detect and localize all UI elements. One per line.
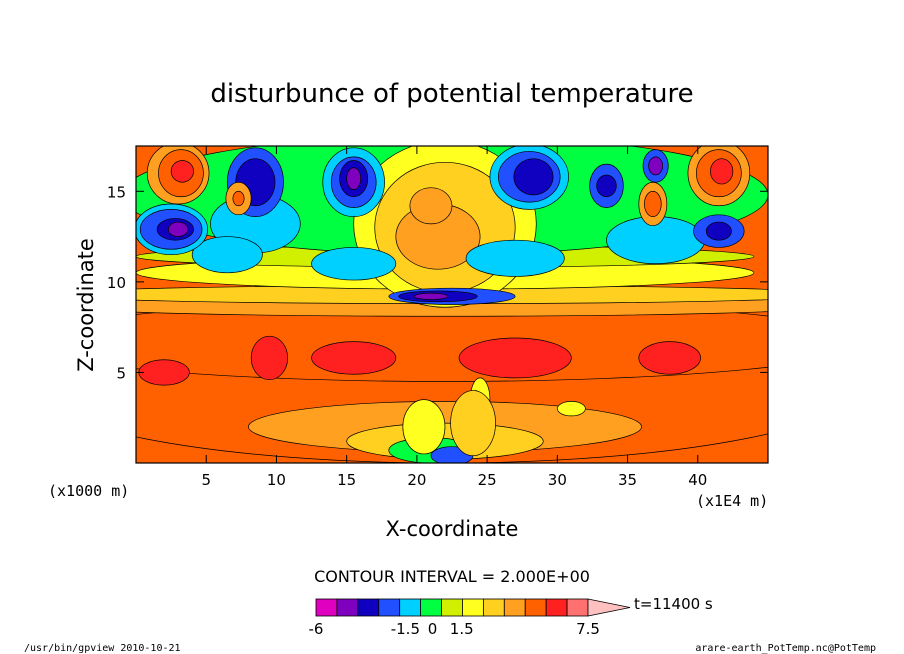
contour-region-24: [191, 236, 263, 274]
contour-region-47: [596, 174, 617, 198]
colorbar-labels: -6 -1.5 0 1.5 7.5: [309, 620, 600, 638]
colorbar-segment-12: [566, 598, 589, 617]
x-tick-label-5: 5: [201, 471, 211, 489]
y-tick-label-10: 10: [107, 274, 126, 292]
contour-region-38: [232, 190, 245, 207]
contour-interval-label: CONTOUR INTERVAL = 2.000E+00: [314, 567, 590, 586]
x-tick-label-25: 25: [478, 471, 497, 489]
contour-region-51: [644, 190, 662, 217]
time-label: t=11400 s: [634, 595, 713, 613]
colorbar-label-4: 7.5: [576, 620, 600, 638]
colorbar-segment-10: [524, 598, 547, 617]
colorbar-segment-0: [315, 598, 338, 617]
contour-fill-layer: [136, 146, 768, 463]
contour-region-34: [170, 160, 194, 183]
colorbar-segment-8: [482, 598, 505, 617]
colorbar-label-3: 1.5: [450, 620, 474, 638]
contour-region-13: [311, 341, 397, 375]
contour-region-10: [556, 401, 586, 417]
colorbar-segment-4: [399, 598, 422, 617]
y-tick-label-15: 15: [107, 183, 126, 201]
contour-region-25: [311, 247, 397, 281]
x-axis-label: X-coordinate: [386, 517, 519, 541]
contour-region-61: [450, 390, 496, 457]
plot-frame: [135, 145, 769, 464]
colorbar-overflow-triangle: [587, 598, 631, 617]
contour-region-15: [638, 341, 701, 375]
x-unit-right: (x1E4 m): [696, 492, 768, 510]
contour-region-12: [250, 335, 289, 381]
x-axis: 5 10 15 20 25 30 35 40: [201, 146, 707, 489]
x-tick-label-40: 40: [688, 471, 707, 489]
colorbar-segment-11: [545, 598, 568, 617]
colorbar-segment-6: [441, 598, 463, 617]
x-unit-left: (x1000 m): [48, 482, 129, 500]
x-tick-label-35: 35: [618, 471, 637, 489]
contour-region-26: [465, 239, 565, 277]
x-tick-label-30: 30: [548, 471, 567, 489]
x-tick-label-20: 20: [407, 471, 426, 489]
colorbar-segment-2: [357, 598, 380, 617]
contour-region-14: [458, 337, 572, 379]
footer-right: arare-earth_PotTemp.nc@PotTemp: [695, 643, 876, 654]
colorbar-segment-7: [462, 598, 484, 617]
y-tick-label-5: 5: [116, 364, 126, 382]
colorbar-label-1: -1.5: [391, 620, 420, 638]
contour-region-22: [409, 187, 453, 225]
colorbar: [315, 598, 631, 617]
colorbar-segment-1: [336, 598, 359, 617]
contour-region-45: [513, 158, 554, 196]
footer-left: /usr/bin/gpview 2010-10-21: [24, 643, 181, 654]
colorbar-segment-3: [378, 598, 401, 617]
colorbar-segment-9: [503, 598, 526, 617]
colorbar-label-0: -6: [309, 620, 324, 638]
y-axis: 5 10 15: [107, 183, 768, 382]
colorbar-segment-5: [420, 598, 442, 617]
contour-region-56: [705, 221, 732, 241]
contour-region-49: [648, 156, 664, 176]
contour-region-59: [413, 292, 449, 300]
contour-region-42: [346, 167, 362, 190]
contour-region-11: [138, 359, 190, 386]
chart-title: disturbunce of potential temperature: [210, 79, 693, 109]
colorbar-label-2: 0: [428, 620, 438, 638]
contour-region-60: [402, 399, 446, 455]
x-tick-label-15: 15: [337, 471, 356, 489]
y-axis-label: Z-coordinate: [74, 238, 98, 372]
contour-region-54: [710, 158, 734, 185]
plot-area: [136, 146, 768, 463]
x-tick-label-10: 10: [267, 471, 286, 489]
contour-region-31: [167, 221, 189, 237]
